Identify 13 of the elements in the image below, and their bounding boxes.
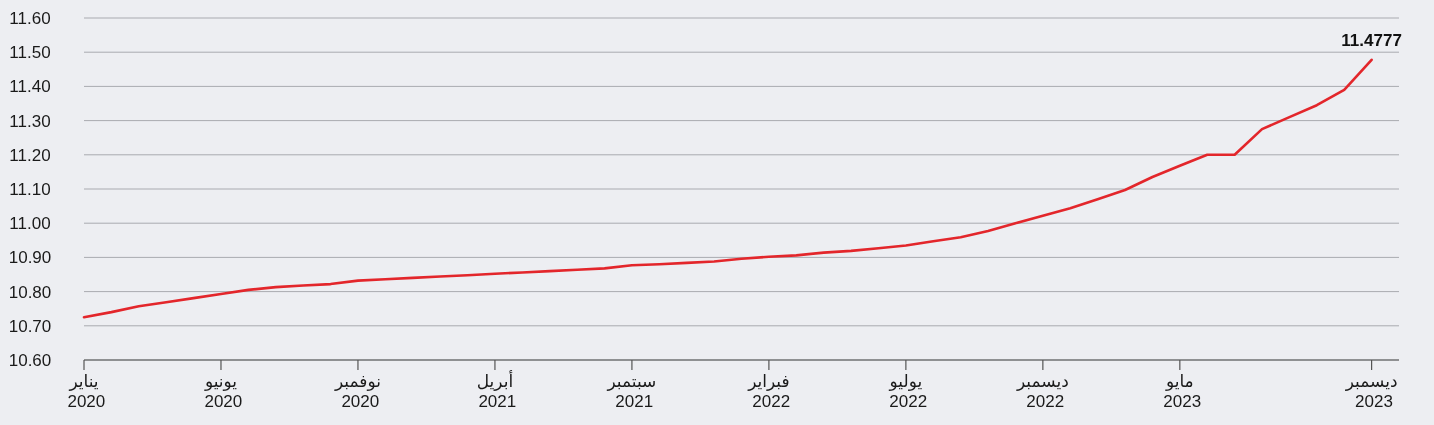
y-tick-label: 11.00 (9, 214, 51, 234)
y-tick-label: 10.70 (8, 316, 52, 336)
y-tick-label: 11.30 (9, 111, 51, 131)
y-tick-label: 11.50 (9, 43, 51, 63)
annotation: 11.4777 (1341, 30, 1402, 50)
y-tick-label: 10.90 (8, 248, 52, 268)
y-tick-label: 10.60 (8, 351, 52, 370)
y-tick-label: 11.10 (9, 180, 51, 199)
y-tick-label: 10.80 (8, 282, 52, 302)
y-tick-label: 11.20 (9, 145, 51, 165)
y-tick-label: 11.60 (9, 9, 51, 28)
y-tick-label: 11.40 (9, 77, 51, 97)
line-series (82, 58, 1373, 319)
